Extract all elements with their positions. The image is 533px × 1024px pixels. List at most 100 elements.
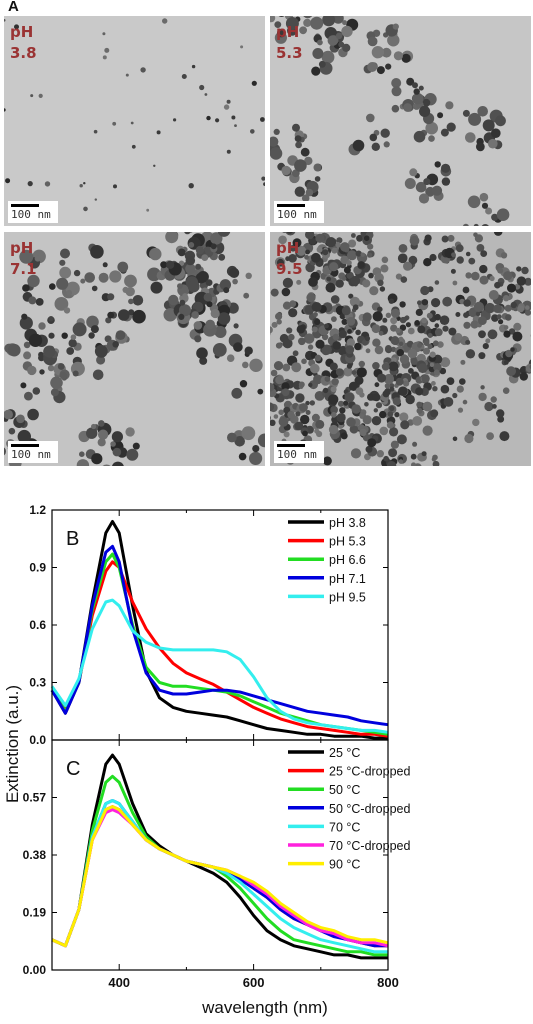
nanoparticle: [281, 388, 290, 397]
nanoparticle: [417, 325, 426, 334]
nanoparticle: [432, 386, 438, 392]
nanoparticle: [432, 460, 440, 466]
nanoparticle: [488, 290, 499, 300]
nanoparticle: [98, 272, 109, 283]
nanoparticle: [422, 98, 431, 107]
nanoparticle: [91, 285, 98, 292]
nanoparticle: [124, 274, 137, 288]
nanoparticle: [229, 267, 240, 278]
nanoparticle: [389, 427, 399, 437]
nanoparticle: [20, 382, 27, 389]
nanoparticle: [371, 142, 380, 151]
nanoparticle: [336, 237, 343, 244]
nanoparticle: [372, 311, 383, 322]
nanoparticle: [50, 388, 59, 397]
nanoparticle: [335, 32, 343, 39]
tem-image-ph-5-3: pH 5.3 100 nm: [270, 16, 531, 226]
nanoparticle: [109, 270, 122, 283]
nanoparticle: [217, 312, 231, 325]
nanoparticle: [4, 447, 6, 456]
nanoparticle: [331, 247, 338, 254]
nanoparticle: [305, 410, 311, 415]
nanoparticle: [73, 269, 81, 277]
nanoparticle: [412, 441, 418, 447]
nanoparticle: [86, 315, 99, 329]
nanoparticle: [476, 142, 485, 152]
ph-value: 5.3: [276, 44, 303, 62]
nanoparticle: [396, 434, 407, 445]
nanoparticle: [446, 122, 456, 132]
nanoparticle: [278, 16, 285, 17]
nanoparticle: [270, 136, 279, 147]
nanoparticle: [59, 371, 68, 380]
nanoparticle: [27, 408, 39, 421]
nanoparticle: [270, 288, 279, 297]
nanoparticle: [310, 363, 320, 374]
nanoparticle: [295, 393, 305, 403]
nanoparticle: [177, 283, 183, 289]
y-tick-label: 0.9: [29, 561, 46, 575]
nanoparticle: [311, 66, 321, 76]
nanoparticle: [348, 293, 354, 299]
nanoparticle: [30, 94, 34, 98]
nanoparticle: [503, 295, 510, 302]
nanoparticle: [57, 363, 65, 370]
nanoparticle: [313, 374, 323, 385]
nanoparticle: [465, 272, 472, 279]
nanoparticle: [380, 264, 389, 273]
nanoparticle: [4, 108, 6, 112]
nanoparticle: [423, 258, 432, 267]
nanoparticle: [194, 335, 202, 343]
legend-label: 25 °C-dropped: [329, 765, 410, 779]
nanoparticle: [412, 93, 424, 105]
nanoparticle: [321, 50, 335, 64]
nanoparticle: [479, 192, 489, 202]
tem-image-ph-9-5: pH 9.5 100 nm: [270, 232, 531, 466]
nanoparticle: [168, 294, 179, 306]
nanoparticle: [418, 85, 424, 91]
series-line-ph-9-5: [50, 598, 389, 734]
nanoparticle: [178, 313, 185, 320]
nanoparticle: [287, 411, 295, 419]
x-tick-label: 800: [377, 975, 399, 990]
nanoparticle: [115, 330, 126, 340]
nanoparticle: [300, 414, 310, 425]
nanoparticle: [312, 48, 324, 59]
nanoparticle: [153, 164, 156, 167]
nanoparticle: [525, 305, 530, 310]
nanoparticle: [368, 272, 374, 279]
nanoparticle: [188, 183, 194, 189]
nanoparticle: [440, 357, 451, 368]
nanoparticle: [275, 312, 283, 320]
nanoparticle: [130, 121, 134, 125]
nanoparticle: [257, 388, 264, 395]
nanoparticle: [411, 462, 416, 466]
nanoparticle: [350, 275, 361, 286]
nanoparticle: [404, 178, 416, 189]
nanoparticle: [217, 232, 231, 237]
nanoparticle: [340, 242, 350, 252]
nanoparticle: [384, 383, 391, 389]
nanoparticle: [306, 293, 316, 303]
nanoparticle: [493, 304, 502, 313]
nanoparticle: [391, 86, 402, 97]
nanoparticle: [303, 18, 312, 27]
nanoparticle: [292, 123, 300, 132]
scale-bar: 100 nm: [274, 201, 324, 223]
series-line-90-c: [51, 805, 389, 948]
nanoparticle: [380, 128, 390, 138]
nanoparticle: [480, 250, 488, 257]
legend-label: 50 °C: [329, 783, 360, 797]
nanoparticle: [492, 404, 497, 409]
nanoparticle: [510, 301, 517, 309]
nanoparticle: [188, 242, 195, 248]
nanoparticle: [281, 165, 291, 176]
nanoparticle: [249, 451, 263, 465]
nanoparticle: [79, 184, 83, 188]
nanoparticle: [291, 169, 300, 178]
nanoparticle: [165, 232, 179, 244]
y-tick-label: 0.19: [23, 906, 47, 920]
nanoparticle: [403, 103, 412, 112]
nanoparticle: [110, 441, 116, 447]
nanoparticle: [516, 266, 522, 272]
